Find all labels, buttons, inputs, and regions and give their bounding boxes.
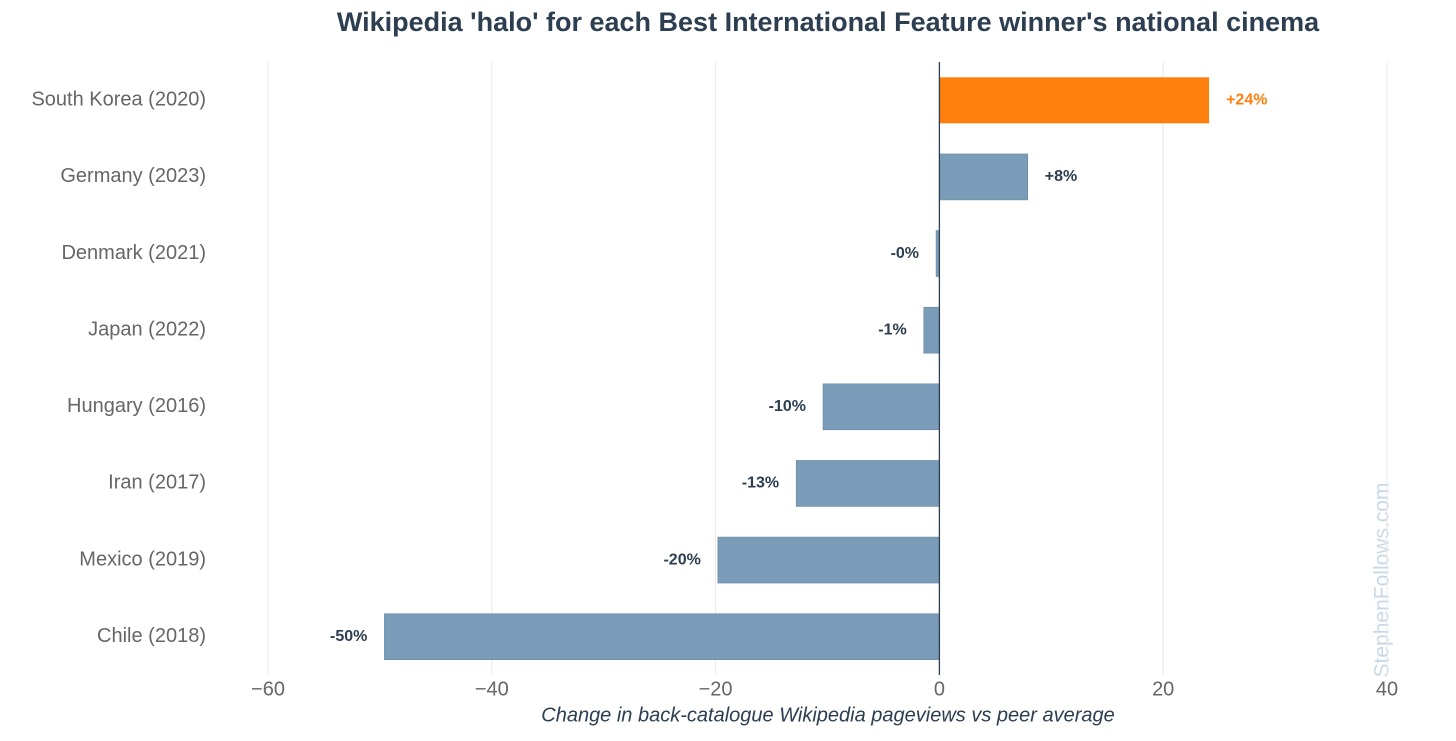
value-label: -20% bbox=[663, 551, 700, 568]
y-tick-label: Chile (2018) bbox=[97, 625, 206, 647]
value-label: -50% bbox=[330, 628, 367, 645]
y-tick-label: Hungary (2016) bbox=[67, 395, 206, 417]
y-tick-label: Mexico (2019) bbox=[79, 548, 206, 570]
x-tick-label: 0 bbox=[934, 678, 945, 700]
value-label: -1% bbox=[878, 321, 906, 338]
bar bbox=[717, 536, 940, 584]
value-label: -13% bbox=[742, 475, 779, 492]
y-tick-label: Germany (2023) bbox=[60, 165, 206, 187]
y-tick-label: South Korea (2020) bbox=[31, 89, 206, 111]
watermark: StephenFollows.com bbox=[1371, 483, 1394, 678]
x-tick-label: 40 bbox=[1376, 678, 1398, 700]
value-label: -0% bbox=[891, 245, 919, 262]
x-tick-label: −40 bbox=[475, 678, 509, 700]
bar bbox=[923, 306, 940, 354]
bar bbox=[939, 77, 1210, 124]
bar bbox=[939, 153, 1029, 201]
value-label: +8% bbox=[1045, 168, 1077, 185]
bar bbox=[795, 460, 940, 507]
bar bbox=[384, 613, 940, 660]
x-tick-label: 20 bbox=[1152, 678, 1174, 700]
x-axis-label: Change in back-catalogue Wikipedia pagev… bbox=[541, 704, 1115, 726]
x-tick-label: −60 bbox=[251, 678, 285, 700]
y-tick-label: Denmark (2021) bbox=[61, 242, 206, 264]
value-label: -10% bbox=[769, 398, 806, 415]
y-tick-label: Iran (2017) bbox=[108, 472, 206, 494]
chart-title: Wikipedia 'halo' for each Best Internati… bbox=[337, 7, 1320, 37]
value-label: +24% bbox=[1226, 92, 1267, 109]
x-tick-label: −20 bbox=[699, 678, 733, 700]
y-tick-label: Japan (2022) bbox=[88, 318, 206, 340]
bar bbox=[822, 383, 940, 431]
